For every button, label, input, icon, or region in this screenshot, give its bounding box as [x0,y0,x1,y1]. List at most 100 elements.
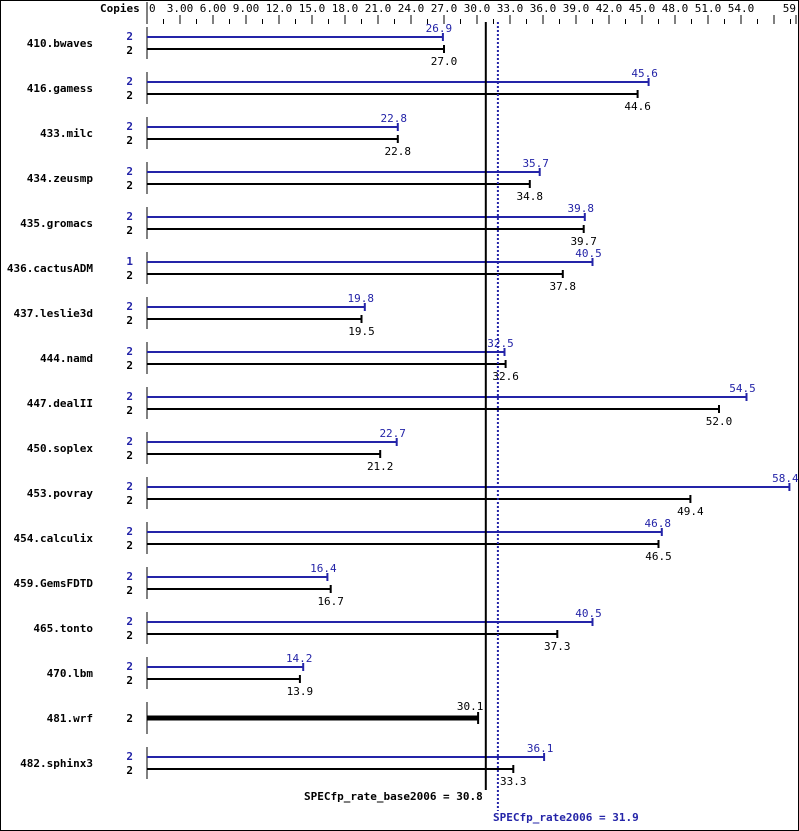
tick-label: 0 [149,2,156,15]
benchmark-label: 453.povray [27,487,94,500]
base-value-label: 33.3 [500,775,527,788]
tick-label: 27.0 [431,2,458,15]
peak-copies: 2 [126,435,133,448]
peak-copies: 2 [126,75,133,88]
benchmark-label: 434.zeusmp [27,172,94,185]
peak-value-label: 45.6 [631,67,658,80]
benchmark-label: 481.wrf [47,712,93,725]
peak-copies: 2 [126,210,133,223]
base-copies: 2 [126,764,133,777]
tick-label: 33.0 [497,2,524,15]
peak-value-label: 46.8 [645,517,672,530]
base-copies: 2 [126,269,133,282]
benchmark-label: 450.soplex [27,442,94,455]
base-value-label: 37.8 [550,280,577,293]
tick-label: 48.0 [662,2,689,15]
base-value-label: 52.0 [706,415,733,428]
benchmark-label: 435.gromacs [20,217,93,230]
peak-copies: 2 [126,345,133,358]
peak-value-label: 40.5 [575,607,602,620]
peak-copies: 2 [126,525,133,538]
base-copies: 2 [126,584,133,597]
benchmark-label: 465.tonto [33,622,93,635]
peak-copies: 2 [126,750,133,763]
base-value-label: 39.7 [570,235,597,248]
benchmark-label: 416.gamess [27,82,93,95]
base-copies: 2 [126,449,133,462]
base-copies: 2 [126,44,133,57]
base-value-label: 27.0 [431,55,458,68]
benchmark-label: 459.GemsFDTD [14,577,94,590]
tick-label: 42.0 [596,2,623,15]
peak-value-label: 54.5 [729,382,756,395]
base-value-label: 21.2 [367,460,394,473]
benchmark-label: 454.calculix [14,532,94,545]
peak-copies: 2 [126,165,133,178]
tick-label: 30.0 [464,2,491,15]
peak-copies: 2 [126,480,133,493]
benchmark-label: 433.milc [40,127,93,140]
tick-label: 3.00 [167,2,194,15]
base-copies: 2 [126,539,133,552]
benchmark-label: 444.namd [40,352,93,365]
base-value-label: 37.3 [544,640,571,653]
benchmark-label: 447.dealII [27,397,93,410]
base-value-label: 19.5 [348,325,375,338]
base-copies: 2 [126,134,133,147]
tick-label: 21.0 [365,2,392,15]
base-value-label: 16.7 [317,595,344,608]
base-copies: 2 [126,359,133,372]
peak-copies: 2 [126,570,133,583]
base-value-label: 34.8 [517,190,544,203]
tick-label: 24.0 [398,2,425,15]
benchmark-label: 482.sphinx3 [20,757,93,770]
peak-copies: 2 [126,120,133,133]
peak-value-label: 32.5 [487,337,514,350]
peak-value-label: 58.4 [772,472,799,485]
base-value-label: 44.6 [624,100,651,113]
benchmark-label: 410.bwaves [27,37,93,50]
tick-label: 59.0 [783,2,799,15]
peak-value-label: 40.5 [575,247,602,260]
tick-label: 54.0 [728,2,755,15]
base-copies: 2 [126,404,133,417]
peak-value-label: 26.9 [426,22,453,35]
tick-label: 15.0 [299,2,326,15]
base-value-label: 13.9 [287,685,314,698]
axis-label: Copies [100,2,140,15]
tick-label: 18.0 [332,2,359,15]
benchmark-label: 470.lbm [47,667,94,680]
peak-score-label: SPECfp_rate2006 = 31.9 [493,811,639,824]
base-copies: 2 [126,224,133,237]
peak-value-label: 36.1 [527,742,554,755]
peak-value-label: 14.2 [286,652,313,665]
peak-copies: 2 [126,660,133,673]
peak-copies: 2 [126,390,133,403]
base-copies: 2 [126,494,133,507]
tick-label: 51.0 [695,2,722,15]
tick-label: 36.0 [530,2,557,15]
peak-value-label: 39.8 [568,202,595,215]
peak-value-label: 16.4 [310,562,337,575]
base-copies: 2 [126,674,133,687]
base-copies: 2 [126,314,133,327]
base-score-label: SPECfp_rate_base2006 = 30.8 [304,790,483,803]
base-value-label: 49.4 [677,505,704,518]
tick-label: 9.00 [233,2,260,15]
tick-label: 45.0 [629,2,656,15]
base-value-label: 46.5 [645,550,672,563]
peak-value-label: 22.8 [381,112,408,125]
tick-label: 39.0 [563,2,590,15]
base-copies: 2 [126,179,133,192]
base-copies: 2 [126,89,133,102]
benchmark-label: 437.leslie3d [14,307,93,320]
base-value-label: 30.1 [457,700,484,713]
peak-copies: 2 [126,615,133,628]
base-copies: 2 [126,629,133,642]
peak-copies: 2 [126,30,133,43]
base-value-label: 22.8 [385,145,412,158]
tick-label: 12.0 [266,2,293,15]
